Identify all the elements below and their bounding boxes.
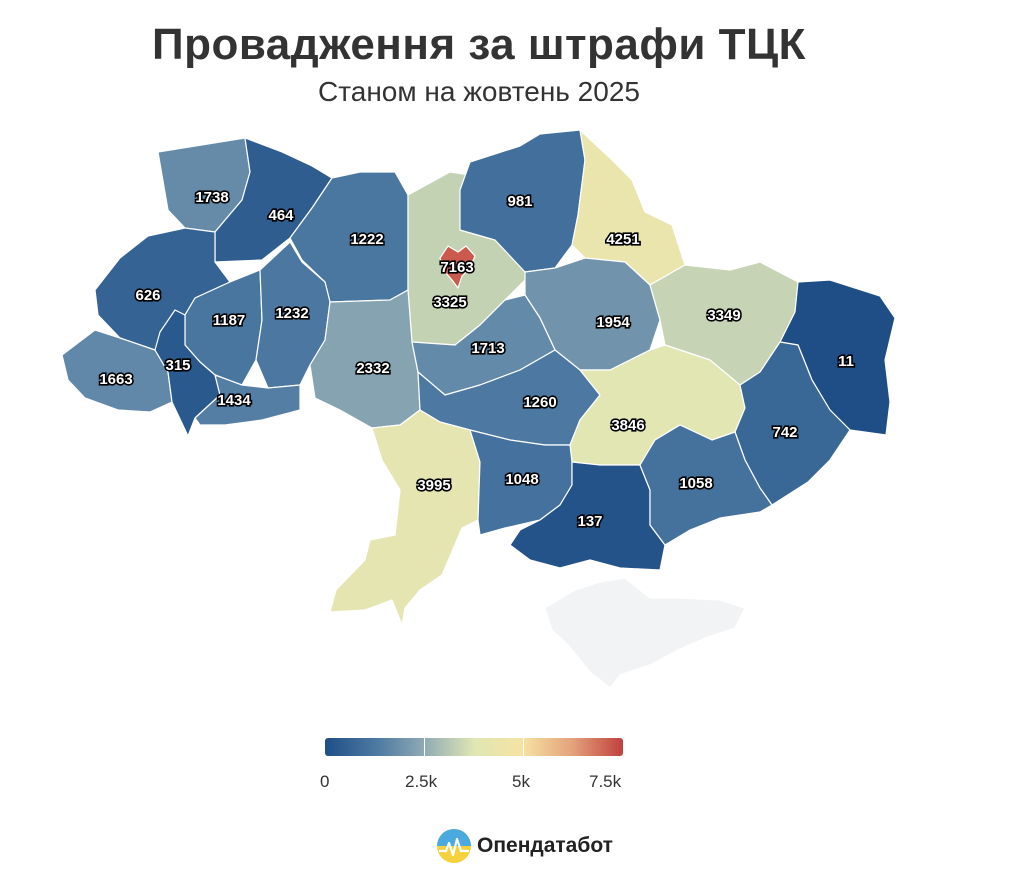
region-zakarpattia[interactable] — [61, 329, 173, 413]
region-value-label: 1187 — [213, 312, 246, 329]
region-value-label: 742 — [772, 424, 797, 441]
region-value-label: 7163 — [440, 259, 473, 276]
region-odesa[interactable] — [329, 409, 481, 626]
legend-tick-label: 5k — [512, 772, 530, 791]
brand-name: Опендатабот — [477, 834, 613, 857]
region-value-label: 1058 — [679, 475, 712, 492]
legend-tick-label: 2.5k — [405, 772, 438, 791]
region-value-label: 981 — [507, 193, 532, 210]
region-value-label: 3349 — [707, 307, 740, 324]
region-zaporizhzhia[interactable] — [639, 424, 773, 546]
region-value-label: 3846 — [611, 417, 644, 434]
region-value-label: 11 — [838, 353, 854, 370]
region-rivne[interactable] — [214, 137, 333, 263]
region-value-label: 1232 — [275, 305, 308, 322]
region-value-label: 1954 — [596, 314, 630, 331]
region-value-label: 1738 — [195, 189, 228, 206]
legend-tick-label: 7.5k — [589, 772, 622, 791]
region-crimea[interactable] — [544, 577, 746, 689]
region-value-label: 2332 — [356, 360, 389, 377]
region-value-label: 3995 — [417, 477, 450, 494]
legend-tick-label: 0 — [320, 772, 330, 791]
legend-tick-line — [424, 738, 425, 756]
map-subtitle: Станом на жовтень 2025 — [318, 76, 640, 107]
brand-footer: Опендатабот — [437, 828, 613, 864]
region-value-label: 1260 — [523, 394, 556, 411]
region-value-label: 1048 — [505, 471, 538, 488]
region-kyiv-city[interactable] — [439, 245, 476, 289]
region-value-label: 315 — [165, 357, 190, 374]
region-value-label: 4251 — [606, 231, 639, 248]
region-value-label: 464 — [268, 207, 294, 224]
legend-tick-line — [523, 738, 524, 756]
region-value-label: 1434 — [217, 392, 251, 409]
color-scale-bar — [325, 738, 623, 756]
region-value-label: 3325 — [433, 294, 466, 311]
map-title: Провадження за штрафи ТЦК — [151, 20, 807, 69]
opendatabot-logo-icon — [437, 829, 471, 863]
region-value-label: 137 — [577, 513, 602, 530]
region-chernivtsi[interactable] — [194, 374, 301, 426]
region-value-label: 626 — [135, 287, 160, 304]
region-value-label: 1663 — [99, 371, 132, 388]
region-value-label: 1713 — [471, 340, 504, 357]
region-value-label: 1222 — [350, 231, 383, 248]
ukraine-choropleth-map: 1738 464 1222 3325 7163 981 4251 1954 3349 11 626 1… — [61, 129, 896, 689]
